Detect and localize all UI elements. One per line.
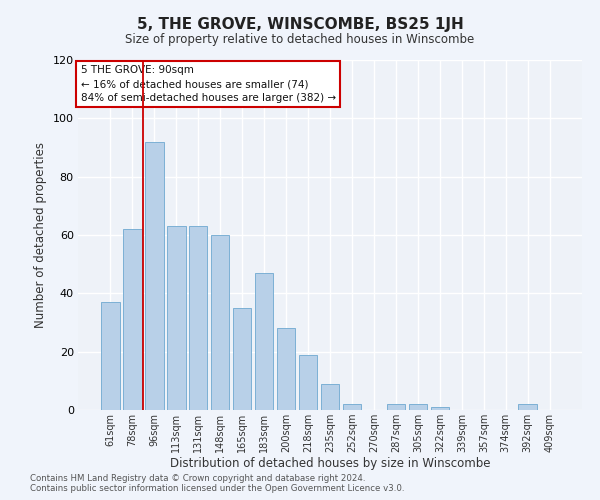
Bar <box>343 404 361 410</box>
Text: Distribution of detached houses by size in Winscombe: Distribution of detached houses by size … <box>170 458 490 470</box>
Text: 5 THE GROVE: 90sqm
← 16% of detached houses are smaller (74)
84% of semi-detache: 5 THE GROVE: 90sqm ← 16% of detached hou… <box>80 66 335 104</box>
Bar <box>123 229 142 410</box>
Bar <box>145 142 164 410</box>
Text: Contains public sector information licensed under the Open Government Licence v3: Contains public sector information licen… <box>30 484 404 493</box>
Text: Size of property relative to detached houses in Winscombe: Size of property relative to detached ho… <box>125 32 475 46</box>
Bar <box>320 384 340 410</box>
Bar <box>518 404 537 410</box>
Bar <box>431 407 449 410</box>
Bar <box>299 354 317 410</box>
Y-axis label: Number of detached properties: Number of detached properties <box>34 142 47 328</box>
Text: 5, THE GROVE, WINSCOMBE, BS25 1JH: 5, THE GROVE, WINSCOMBE, BS25 1JH <box>137 18 463 32</box>
Bar <box>255 273 274 410</box>
Bar <box>167 226 185 410</box>
Bar <box>409 404 427 410</box>
Bar <box>101 302 119 410</box>
Bar <box>233 308 251 410</box>
Bar <box>189 226 208 410</box>
Bar <box>211 235 229 410</box>
Text: Contains HM Land Registry data © Crown copyright and database right 2024.: Contains HM Land Registry data © Crown c… <box>30 474 365 483</box>
Bar <box>386 404 405 410</box>
Bar <box>277 328 295 410</box>
